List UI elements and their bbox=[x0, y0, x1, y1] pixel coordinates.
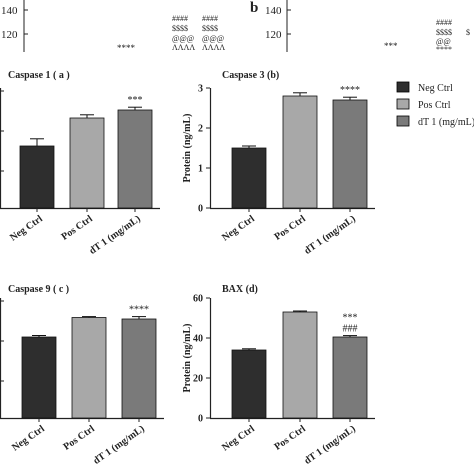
p1-category-label-2: dT 1 (mg/mL) bbox=[302, 213, 357, 256]
top-right-g1-line4: **** bbox=[436, 45, 452, 54]
top-right-group2: $ bbox=[466, 28, 470, 37]
top-right-g1-line1: #### bbox=[436, 18, 452, 27]
p3-ytick-label-3: 60 bbox=[193, 294, 203, 305]
p2-category-label-2: dT 1 (mg/mL) bbox=[91, 423, 146, 466]
p1-ytick-label-0: 0 bbox=[198, 204, 203, 215]
p0-category-label-2: dT 1 (mg/mL) bbox=[87, 213, 142, 256]
chart-panel-caspase-9: Caspase 9 ( c ) Neg Ctrl Pos Ctrl **** dT 1 … bbox=[0, 284, 164, 467]
cropped-top-panels: 140 120 **** #### $$$$ @@@ ΛΛΛΛ #### $$$… bbox=[1, 0, 470, 54]
p3-category-label-2: dT 1 (mg/mL) bbox=[302, 423, 357, 466]
p0-category-label-0: Neg Ctrl bbox=[8, 213, 45, 243]
legend-swatch-pos-ctrl bbox=[396, 98, 410, 110]
legend-swatch-dt1 bbox=[396, 115, 410, 127]
legend-label-dt1: dT 1 (mg/mL) bbox=[418, 117, 474, 128]
p2-bar-1 bbox=[71, 317, 107, 419]
p3-category-label-1: Pos Ctrl bbox=[273, 423, 308, 452]
legend-label-neg-ctrl: Neg Ctrl bbox=[418, 83, 453, 94]
top-left-g2-line4: ΛΛΛΛ bbox=[202, 43, 225, 52]
top-right-panel-letter: b bbox=[250, 0, 258, 16]
top-right-tick-120: 120 bbox=[265, 29, 282, 41]
p1-category-label-1: Pos Ctrl bbox=[273, 213, 308, 242]
top-right-g2-line2: $ bbox=[466, 28, 470, 37]
p1-chart-title: Caspase 3 (b) bbox=[222, 70, 279, 81]
legend-entry-dt1: dT 1 (mg/mL) bbox=[396, 115, 474, 128]
p1-bar-2 bbox=[332, 99, 368, 209]
p3-bar-1 bbox=[282, 311, 318, 419]
legend-label-pos-ctrl: Pos Ctrl bbox=[418, 100, 451, 111]
p1-ytick-label-3: 3 bbox=[198, 84, 203, 95]
p1-ytick-label-1: 1 bbox=[198, 164, 203, 175]
p0-bar-0 bbox=[19, 145, 55, 209]
top-left-g1-line4: ΛΛΛΛ bbox=[172, 43, 195, 52]
legend-entry-pos-ctrl: Pos Ctrl bbox=[396, 98, 451, 111]
legend: Neg Ctrl Pos Ctrl dT 1 (mg/mL) bbox=[396, 81, 474, 128]
p0-chart-title: Caspase 1 ( a ) bbox=[8, 70, 70, 81]
legend-swatch-neg-ctrl bbox=[396, 81, 410, 93]
p3-ytick-label-2: 40 bbox=[193, 334, 203, 345]
p3-ylabel: Protein (ng/mL) bbox=[182, 324, 193, 393]
top-left-g2-line3: @@@ bbox=[202, 34, 224, 43]
p2-bar-2 bbox=[121, 318, 157, 419]
p0-category-label-1: Pos Ctrl bbox=[60, 213, 95, 242]
p1-ylabel: Protein (ng/mL) bbox=[182, 114, 193, 183]
p0-bar-1 bbox=[69, 117, 105, 209]
p1-bar-1 bbox=[282, 95, 318, 209]
legend-entry-neg-ctrl: Neg Ctrl bbox=[396, 81, 453, 94]
top-left-g1-line1: #### bbox=[172, 14, 188, 23]
p1-category-label-0: Neg Ctrl bbox=[220, 213, 257, 243]
p3-category-label-0: Neg Ctrl bbox=[220, 423, 257, 453]
top-left-g1-line2: $$$$ bbox=[172, 24, 188, 33]
p2-category-label-1: Pos Ctrl bbox=[62, 423, 97, 452]
top-left-mark-far: **** bbox=[117, 43, 136, 53]
top-right-tick-140: 140 bbox=[265, 5, 282, 17]
p3-ytick-label-1: 20 bbox=[193, 374, 203, 385]
top-left-g1-line3: @@@ bbox=[172, 34, 194, 43]
p2-chart-title: Caspase 9 ( c ) bbox=[8, 284, 69, 295]
top-right-g1-line2: $$$$ bbox=[436, 28, 452, 37]
p3-annotation-2-1: ### bbox=[343, 324, 358, 335]
p2-annotation-2-0: **** bbox=[129, 305, 149, 316]
top-right-group1: #### $$$$ @@ **** bbox=[436, 18, 452, 54]
top-left-tick-120: 120 bbox=[1, 29, 18, 41]
chart-panel-caspase-1: Caspase 1 ( a ) Neg Ctrl Pos Ctrl *** dT 1 (… bbox=[0, 70, 160, 257]
top-left-g2-line2: $$$$ bbox=[202, 24, 218, 33]
top-left-tick-140: 140 bbox=[1, 5, 18, 17]
p3-chart-title: BAX (d) bbox=[222, 284, 258, 295]
p3-ytick-label-0: 0 bbox=[198, 414, 203, 425]
p1-ytick-label-2: 2 bbox=[198, 124, 203, 135]
p2-category-label-0: Neg Ctrl bbox=[10, 423, 47, 453]
p1-annotation-2-0: **** bbox=[340, 85, 360, 96]
top-right-g1-line3: @@ bbox=[436, 37, 451, 46]
top-left-group2: #### $$$$ @@@ ΛΛΛΛ bbox=[202, 14, 225, 52]
p0-bar-2 bbox=[117, 109, 153, 209]
top-left-group1: #### $$$$ @@@ ΛΛΛΛ bbox=[172, 14, 195, 52]
p3-bar-0 bbox=[231, 349, 267, 419]
p0-annotation-2-0: *** bbox=[128, 95, 143, 106]
top-right-mark-far: *** bbox=[384, 41, 398, 51]
p1-bar-0 bbox=[231, 147, 267, 209]
top-left-g2-line1: #### bbox=[202, 14, 218, 23]
p3-annotation-2-0: *** bbox=[343, 313, 358, 324]
chart-panel-caspase-3: Caspase 3 (b) 0 1 2 3 Protein (ng/mL) Neg Ctrl… bbox=[182, 70, 375, 257]
p2-bar-0 bbox=[21, 336, 57, 419]
chart-panel-bax: BAX (d) 0 20 40 60 Protein (ng/mL) Neg Ctrl Pos… bbox=[182, 284, 375, 467]
p3-bar-2 bbox=[332, 336, 368, 419]
